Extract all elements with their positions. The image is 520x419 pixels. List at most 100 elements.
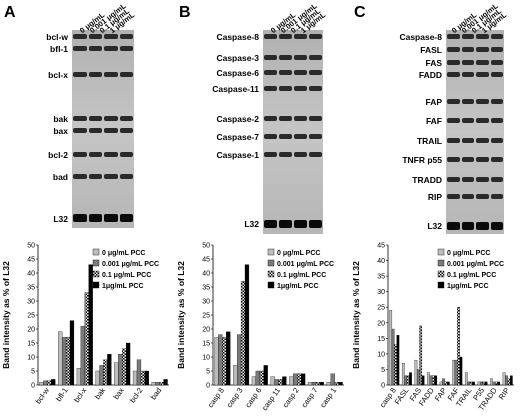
gel-band [490,222,503,230]
gel-band [73,128,87,133]
bar [434,375,438,386]
bar [76,368,82,386]
band-label: bax [53,126,68,136]
gel-band [476,47,489,52]
bar [315,382,321,386]
bar [464,372,468,386]
y-tick-label: 40 [27,271,35,278]
y-tick-label: 35 [202,285,210,292]
gel-band [264,220,277,228]
bar [270,376,275,386]
x-tick-label: bax [112,386,126,401]
band-label: Caspase-1 [216,150,259,160]
gel-band [461,138,474,143]
gel-band [476,34,489,39]
bar [103,359,108,386]
legend-label: 0 μg/mL PCC [102,250,145,257]
bar [394,344,397,386]
bar [95,370,100,386]
band-label: bcl-x [48,70,68,80]
bar [431,375,435,386]
bar [497,381,501,386]
gel-band [490,99,503,104]
y-tick-label: 0 [381,383,385,390]
gel-band [73,152,87,157]
bar [107,354,112,386]
bar [330,373,335,386]
y-tick-label: 25 [377,305,385,312]
gel-band [309,55,322,60]
y-tick-label: 45 [377,243,385,250]
y-tick-label: 25 [202,313,210,320]
gel-band [294,55,307,60]
gel-band [309,220,322,228]
bar [442,378,445,386]
bar [457,307,460,386]
gel-band [88,152,102,157]
y-tick-label: 30 [377,289,385,296]
gel-band [73,116,87,121]
bar [404,375,408,386]
band-label: bcl-w [46,32,68,42]
bar [51,379,56,386]
bar [69,320,75,386]
bar [47,380,52,386]
y-axis-label: Band intensity as % of L32 [176,261,186,369]
gel-band [461,157,474,162]
y-tick-label: 45 [202,257,210,264]
band-label: Caspase-3 [216,53,259,63]
band-label: TNFR p55 [402,155,442,165]
bar [472,381,475,386]
band-label: bfl-1 [50,44,68,54]
bar [114,362,119,386]
x-tick-label: bcl-x [72,386,89,404]
bar [240,281,246,386]
gel-band [119,174,133,179]
gel-band [119,152,133,157]
bar [427,372,430,386]
gel-band [279,55,292,60]
y-tick-label: 0 [31,383,35,390]
panel-b: B 0 μg/mL 0.001 μg/mL 0.1 μg/mL 1 μg/mL … [175,0,350,419]
bar [159,382,164,386]
x-tick-label: casp 3 [225,386,245,409]
bar [401,363,405,386]
gel-band [119,46,133,51]
x-tick-label: casp 7 [300,386,320,409]
gel-band [73,214,87,222]
bar [39,382,44,386]
bar [490,378,493,386]
band-label: Caspase-8 [216,32,259,42]
gel-band [279,34,292,39]
legend-label: 1μg/mL PCC [277,283,319,290]
band-label: FAF [425,116,442,126]
gel-band [104,174,118,179]
gel-band [88,214,102,222]
gel-band [279,152,292,157]
bar [414,359,418,386]
bar [484,381,488,386]
bar [99,365,104,386]
band-label: bcl-2 [48,150,68,160]
bar [391,328,395,386]
bar [505,375,508,386]
bar [477,381,481,386]
gel-band [476,72,489,77]
bar [155,382,160,386]
bar [218,334,223,386]
bar [118,354,123,386]
gel-band [73,72,87,77]
gel-band [447,177,460,182]
legend-label: 0.1 μg/mL PCC [277,272,326,279]
gel-band [461,72,474,77]
bar [282,376,287,386]
gel-band [279,134,292,139]
legend-label: 0.001 μg/mL PCC [447,261,504,268]
gel-band [264,134,277,139]
gel-band [104,72,118,77]
legend-label: 0.001 μg/mL PCC [277,261,334,268]
bar [140,370,146,386]
bar [151,382,156,386]
band-label: RIP [427,192,442,202]
gel-band [294,34,307,39]
